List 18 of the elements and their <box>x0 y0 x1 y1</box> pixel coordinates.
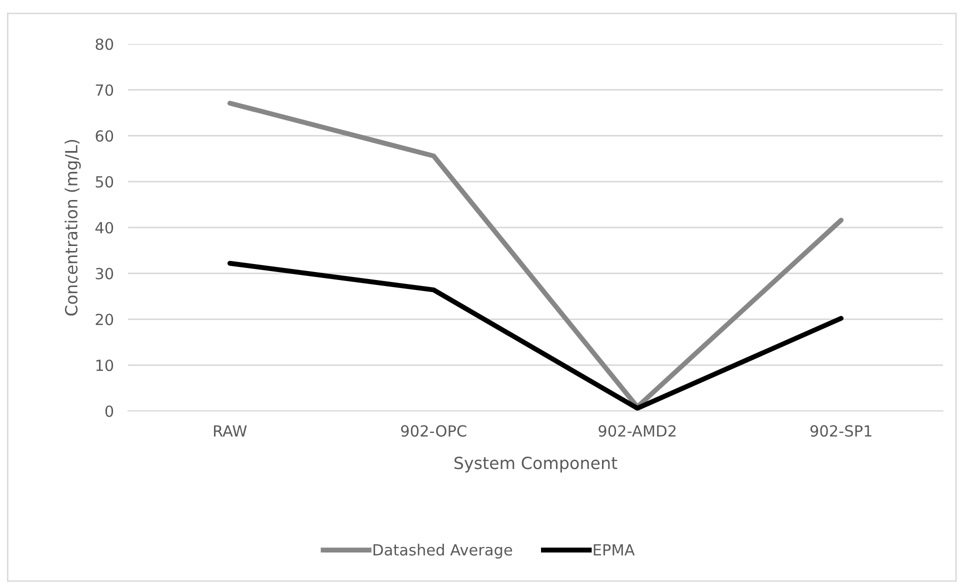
line-series <box>227 260 844 411</box>
y-tick-label: 40 <box>95 222 114 234</box>
y-tick-label: 60 <box>96 130 114 142</box>
y-tick-label: 30 <box>96 268 114 280</box>
y-tick-label: 0 <box>105 405 114 418</box>
y-tick-label: 10 <box>96 360 114 372</box>
x-axis-title: System Component <box>454 456 618 472</box>
y-tick-label: 70 <box>96 84 114 96</box>
y-axis-title: Concentration (mg/L) <box>64 140 81 316</box>
x-tick-label: 902-SP1 <box>810 425 872 437</box>
x-tick-label: 902-AMD2 <box>598 425 676 437</box>
x-tick-label: 902-OPC <box>401 425 466 437</box>
y-tick-label: 20 <box>96 314 114 326</box>
legend-label: EPMA <box>594 544 635 556</box>
x-tick-label: RAW <box>214 425 247 436</box>
legend-label: Datashed Average <box>374 544 512 559</box>
y-tick-label: 80 <box>96 38 114 50</box>
y-tick-label: 50 <box>96 176 114 188</box>
